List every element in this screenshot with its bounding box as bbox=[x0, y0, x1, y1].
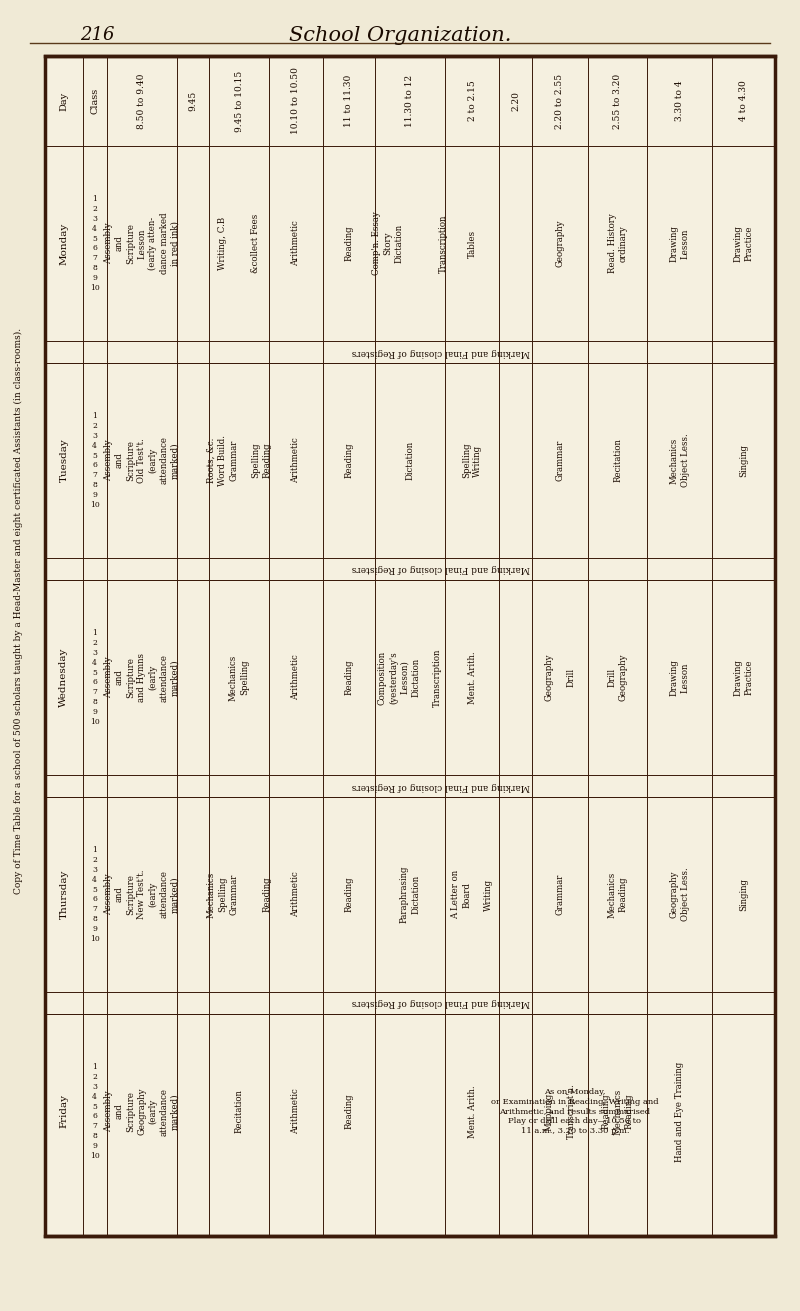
Text: Drill
Geography: Drill Geography bbox=[607, 654, 628, 701]
Text: Recitation: Recitation bbox=[613, 439, 622, 482]
Text: 8.50 to 9.40: 8.50 to 9.40 bbox=[138, 73, 146, 128]
Text: Marking and Final closing of Registers: Marking and Final closing of Registers bbox=[352, 347, 530, 357]
Text: Recitation: Recitation bbox=[234, 1089, 244, 1134]
Text: Writing, C.B


&collect Fees: Writing, C.B &collect Fees bbox=[218, 214, 260, 273]
Text: Composition
(yesterday's
Lesson)
Dictation

Transcription: Composition (yesterday's Lesson) Dictati… bbox=[378, 649, 442, 707]
Text: Reading: Reading bbox=[344, 877, 354, 912]
Text: 9.45: 9.45 bbox=[189, 90, 198, 111]
Text: Reading: Reading bbox=[344, 1093, 354, 1129]
Text: Assembly
and
Scripture
New Test't.
(early
attendance
marked): Assembly and Scripture New Test't. (earl… bbox=[104, 869, 180, 919]
Text: Arithmetic: Arithmetic bbox=[291, 438, 301, 484]
Text: A Letter on
Board

Writing: A Letter on Board Writing bbox=[451, 871, 494, 919]
Text: 11 to 11.30: 11 to 11.30 bbox=[344, 75, 354, 127]
Text: Marking and Final closing of Registers: Marking and Final closing of Registers bbox=[352, 565, 530, 573]
Text: Reading: Reading bbox=[344, 659, 354, 695]
Text: Arithmetic: Arithmetic bbox=[291, 220, 301, 266]
Text: Spelling
Writing: Spelling Writing bbox=[462, 443, 482, 479]
Text: Ment. Arith.: Ment. Arith. bbox=[468, 652, 477, 704]
Text: Monday: Monday bbox=[59, 223, 69, 265]
Text: Tuesday: Tuesday bbox=[59, 439, 69, 482]
Text: 1
2
3
4
5
6
7
8
9
10: 1 2 3 4 5 6 7 8 9 10 bbox=[90, 413, 100, 509]
Text: Geography: Geography bbox=[555, 220, 564, 267]
Text: Mechanics
Spelling: Mechanics Spelling bbox=[229, 654, 249, 700]
Text: Grammar: Grammar bbox=[555, 439, 564, 481]
Text: Read. History
ordinary: Read. History ordinary bbox=[607, 214, 628, 274]
Text: Geography
Object Less.: Geography Object Less. bbox=[670, 868, 690, 922]
Text: As on Monday,
or Examination in Reading, Writing and
Arithmetic, and results sum: As on Monday, or Examination in Reading,… bbox=[491, 1088, 658, 1135]
Text: Wednesday: Wednesday bbox=[59, 648, 69, 707]
Text: Ment. Arith.: Ment. Arith. bbox=[468, 1086, 477, 1138]
Text: Mechanics
Object Less.: Mechanics Object Less. bbox=[670, 434, 690, 488]
Text: Thursday: Thursday bbox=[59, 869, 69, 919]
Text: Mechanics
Reading: Mechanics Reading bbox=[607, 872, 628, 918]
Text: 2 to 2.15: 2 to 2.15 bbox=[468, 80, 477, 122]
Text: 4 to 4.30: 4 to 4.30 bbox=[739, 80, 748, 122]
Text: Arithmetic: Arithmetic bbox=[291, 654, 301, 700]
Text: Drawing
Practice: Drawing Practice bbox=[734, 659, 754, 696]
Text: Assembly
and
Scripture
and Hymns
(early
attendance
marked): Assembly and Scripture and Hymns (early … bbox=[104, 653, 180, 701]
Text: Drawing
Practice: Drawing Practice bbox=[734, 225, 754, 262]
Text: Class: Class bbox=[90, 88, 99, 114]
Text: Marking and Final closing of Registers: Marking and Final closing of Registers bbox=[352, 781, 530, 791]
Text: Singing: Singing bbox=[739, 878, 748, 911]
Text: 2.55 to 3.20: 2.55 to 3.20 bbox=[613, 73, 622, 128]
Text: 2.20 to 2.55: 2.20 to 2.55 bbox=[555, 73, 564, 128]
Text: 1
2
3
4
5
6
7
8
9
10: 1 2 3 4 5 6 7 8 9 10 bbox=[90, 195, 100, 291]
Text: Roots, &c.
Word Build.
Grammar

Spelling
Reading: Roots, &c. Word Build. Grammar Spelling … bbox=[207, 435, 271, 486]
Text: Tables: Tables bbox=[468, 229, 477, 257]
Text: Hand and Eye Training: Hand and Eye Training bbox=[675, 1062, 684, 1162]
Text: School Organization.: School Organization. bbox=[289, 26, 511, 45]
Text: 1
2
3
4
5
6
7
8
9
10: 1 2 3 4 5 6 7 8 9 10 bbox=[90, 1063, 100, 1160]
Text: Assembly
and
Scripture
Old Test't.
(early
attendance
marked): Assembly and Scripture Old Test't. (earl… bbox=[104, 437, 180, 485]
Text: Arithmetic: Arithmetic bbox=[291, 1088, 301, 1134]
Text: Copy of Time Table for a school of 500 scholars taught by a Head-Master and eigh: Copy of Time Table for a school of 500 s… bbox=[14, 328, 22, 894]
Text: Geography

Drill: Geography Drill bbox=[544, 654, 575, 701]
Text: 1
2
3
4
5
6
7
8
9
10: 1 2 3 4 5 6 7 8 9 10 bbox=[90, 629, 100, 725]
Text: 10.10 to 10.50: 10.10 to 10.50 bbox=[291, 68, 301, 135]
Text: Mapping

Transcript'n.: Mapping Transcript'n. bbox=[544, 1084, 575, 1139]
Text: Assembly
and
Scripture
Geography
(early
attendance
marked): Assembly and Scripture Geography (early … bbox=[104, 1088, 180, 1135]
Text: Marking and Final closing of Registers: Marking and Final closing of Registers bbox=[352, 999, 530, 1007]
Text: Reading: Reading bbox=[344, 225, 354, 261]
Text: Reading: Reading bbox=[344, 443, 354, 479]
Text: Paraphrasing
Dictation: Paraphrasing Dictation bbox=[400, 865, 420, 923]
Text: Comp'n. Essay
Story
Dictation



Transcription: Comp'n. Essay Story Dictation Transcript… bbox=[372, 211, 448, 275]
Text: Drawing
Lesson: Drawing Lesson bbox=[670, 659, 690, 696]
Text: Mechanics
Spelling
Grammar


Reading: Mechanics Spelling Grammar Reading bbox=[207, 872, 271, 918]
Text: 1
2
3
4
5
6
7
8
9
10: 1 2 3 4 5 6 7 8 9 10 bbox=[90, 847, 100, 943]
Text: 3.30 to 4: 3.30 to 4 bbox=[675, 81, 684, 122]
Text: 11.30 to 12: 11.30 to 12 bbox=[406, 75, 414, 127]
Text: Grammar: Grammar bbox=[555, 874, 564, 915]
Text: Drawing
Lesson: Drawing Lesson bbox=[670, 225, 690, 262]
Text: Assembly
and
Scripture
Lesson
(early atten-
dance marked
in red ink): Assembly and Scripture Lesson (early att… bbox=[104, 212, 180, 274]
Text: Friday: Friday bbox=[59, 1095, 69, 1129]
Text: Singing: Singing bbox=[739, 444, 748, 477]
Text: Arithmetic: Arithmetic bbox=[291, 872, 301, 918]
Text: Dictation: Dictation bbox=[406, 440, 414, 480]
Text: 2.20: 2.20 bbox=[511, 90, 520, 111]
Text: 216: 216 bbox=[80, 26, 114, 45]
Text: Day: Day bbox=[59, 92, 69, 110]
Text: 9.45 to 10.15: 9.45 to 10.15 bbox=[234, 71, 244, 131]
Text: Reading
Mechanics
Reading: Reading Mechanics Reading bbox=[602, 1088, 634, 1134]
